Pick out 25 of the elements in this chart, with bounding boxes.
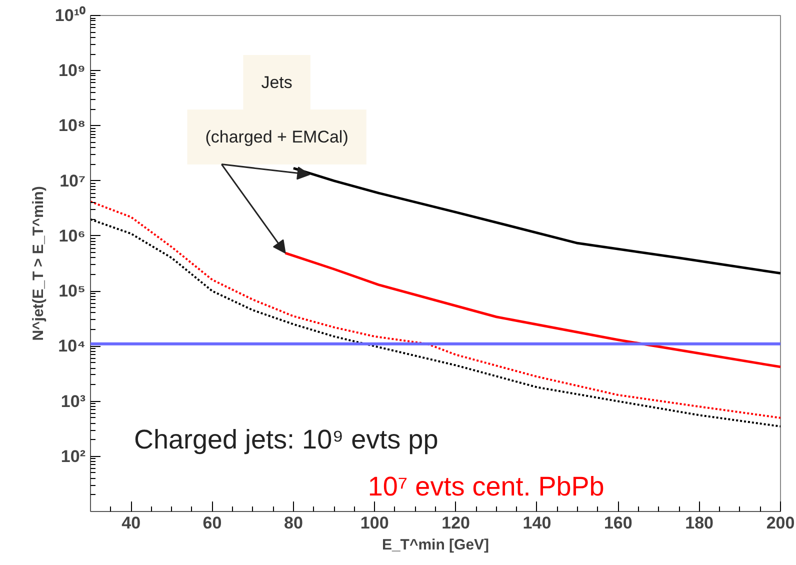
annotation: Jets: [261, 72, 292, 92]
y-tick-label: 10²: [60, 446, 86, 466]
y-tick-label: 10⁵: [58, 282, 86, 301]
x-axis-title: E_T^min [GeV]: [382, 536, 490, 554]
annotation: Charged jets: 10⁹ evts pp: [134, 424, 438, 455]
y-tick-label: 10³: [60, 392, 86, 411]
y-tick-label: 10⁶: [58, 226, 86, 246]
y-tick-label: 10⁴: [58, 336, 86, 356]
x-tick-label: 160: [604, 514, 632, 532]
y-tick-label: 10⁷: [60, 171, 86, 190]
x-tick-label: 80: [284, 514, 303, 532]
line-series: [292, 166, 780, 275]
x-tick-label: 40: [122, 514, 141, 532]
x-tick-label: 200: [766, 514, 795, 532]
x-tick-label: 180: [685, 514, 714, 532]
x-tick-label: 140: [522, 514, 552, 532]
annotation: (charged + EMCal): [205, 128, 348, 147]
x-tick-label: 120: [442, 514, 470, 532]
y-axis-title: N^jet(E_T > E_T^min): [30, 186, 47, 341]
y-tick-label: 10⁹: [58, 61, 86, 80]
annotation: 10⁷ evts cent. PbPb: [368, 472, 604, 502]
x-tick-label: 60: [202, 514, 222, 532]
x-tick-label: 100: [360, 514, 389, 532]
y-tick-label: 10¹⁰: [54, 6, 86, 25]
y-tick-label: 10⁸: [58, 116, 86, 136]
